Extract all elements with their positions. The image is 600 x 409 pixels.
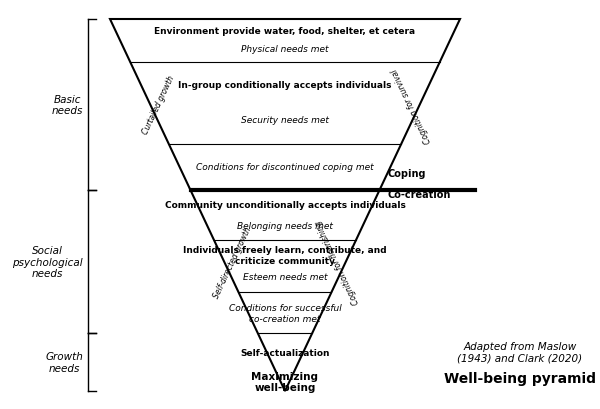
Text: Social
psychological
needs: Social psychological needs (13, 245, 83, 279)
Text: Self-directed growth: Self-directed growth (212, 225, 253, 299)
Text: Community unconditionally accepts individuals: Community unconditionally accepts indivi… (164, 200, 406, 209)
Text: Maximizing
well-being: Maximizing well-being (251, 371, 319, 393)
Text: Security needs met: Security needs met (241, 115, 329, 124)
Text: Adapted from Maslow
(1943) and Clark (2020): Adapted from Maslow (1943) and Clark (20… (457, 341, 583, 363)
Text: Conditions for successful
co-creation met: Conditions for successful co-creation me… (229, 303, 341, 323)
Text: Cognition for survival: Cognition for survival (391, 67, 433, 144)
Text: Well-being pyramid: Well-being pyramid (444, 371, 596, 385)
Text: Self-actualization: Self-actualization (240, 348, 330, 357)
Text: In-group conditionally accepts individuals: In-group conditionally accepts individua… (178, 81, 392, 90)
Text: Individuals freely learn, contribute, and
criticize community: Individuals freely learn, contribute, an… (183, 246, 387, 265)
Text: Environment provide water, food, shelter, et cetera: Environment provide water, food, shelter… (154, 27, 416, 36)
Text: Conditions for discontinued coping met: Conditions for discontinued coping met (196, 163, 374, 172)
Polygon shape (110, 20, 460, 391)
Text: Cognition for flourishing: Cognition for flourishing (314, 219, 361, 306)
Text: Curtailed growth: Curtailed growth (140, 74, 176, 136)
Text: Growth
needs: Growth needs (45, 351, 83, 373)
Text: Basic
needs: Basic needs (52, 94, 83, 116)
Text: Esteem needs met: Esteem needs met (243, 273, 327, 282)
Text: Physical needs met: Physical needs met (241, 45, 329, 54)
Text: Belonging needs met: Belonging needs met (237, 221, 333, 230)
Text: Coping: Coping (388, 169, 426, 179)
Text: Co-creation: Co-creation (388, 190, 451, 200)
